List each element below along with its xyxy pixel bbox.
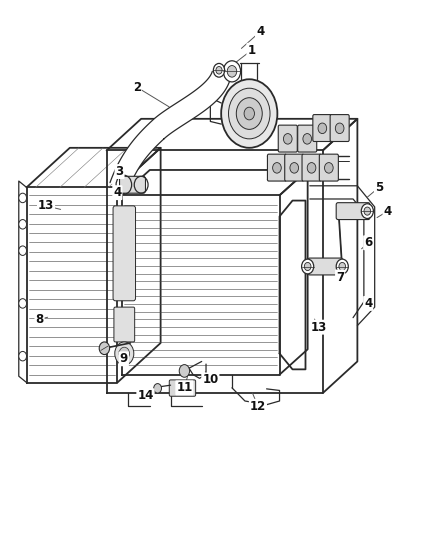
- Circle shape: [290, 163, 299, 173]
- Text: 4: 4: [384, 205, 392, 217]
- FancyBboxPatch shape: [308, 258, 343, 275]
- Text: 3: 3: [116, 165, 124, 178]
- FancyBboxPatch shape: [302, 154, 321, 181]
- Text: 7: 7: [336, 271, 344, 284]
- FancyBboxPatch shape: [330, 115, 349, 141]
- Circle shape: [19, 298, 27, 308]
- Circle shape: [272, 163, 281, 173]
- Text: 2: 2: [133, 80, 141, 94]
- Circle shape: [302, 259, 314, 274]
- Circle shape: [361, 204, 373, 219]
- Text: 11: 11: [176, 381, 193, 394]
- Text: 12: 12: [250, 400, 266, 413]
- Circle shape: [179, 365, 190, 377]
- Polygon shape: [110, 71, 230, 192]
- Text: 6: 6: [364, 236, 372, 249]
- FancyBboxPatch shape: [169, 380, 196, 396]
- Text: 9: 9: [120, 352, 128, 365]
- Circle shape: [115, 342, 134, 365]
- Circle shape: [227, 66, 237, 77]
- FancyBboxPatch shape: [298, 125, 317, 152]
- FancyBboxPatch shape: [278, 125, 297, 152]
- FancyBboxPatch shape: [313, 115, 332, 141]
- Circle shape: [236, 98, 262, 130]
- Circle shape: [154, 384, 162, 393]
- Circle shape: [119, 347, 130, 360]
- Circle shape: [213, 63, 225, 77]
- Text: 4: 4: [256, 25, 264, 38]
- FancyBboxPatch shape: [268, 154, 286, 181]
- FancyBboxPatch shape: [114, 307, 134, 342]
- Text: 14: 14: [137, 389, 154, 402]
- Text: 8: 8: [35, 313, 44, 326]
- Circle shape: [325, 163, 333, 173]
- Text: 5: 5: [375, 181, 383, 194]
- Circle shape: [244, 107, 254, 120]
- Circle shape: [318, 123, 327, 134]
- FancyBboxPatch shape: [285, 154, 304, 181]
- Circle shape: [19, 246, 27, 255]
- Text: 10: 10: [202, 374, 219, 386]
- Text: 4: 4: [364, 297, 372, 310]
- Circle shape: [223, 61, 240, 82]
- Text: 13: 13: [311, 321, 327, 334]
- Circle shape: [307, 163, 316, 173]
- Circle shape: [19, 351, 27, 361]
- Circle shape: [283, 134, 292, 144]
- Circle shape: [304, 262, 311, 271]
- FancyBboxPatch shape: [336, 203, 370, 220]
- Circle shape: [336, 259, 348, 274]
- Text: 13: 13: [38, 199, 54, 212]
- Circle shape: [364, 207, 371, 215]
- Text: 4: 4: [113, 186, 121, 199]
- Circle shape: [19, 193, 27, 203]
- Circle shape: [229, 88, 270, 139]
- FancyBboxPatch shape: [319, 154, 338, 181]
- Circle shape: [99, 342, 110, 354]
- Circle shape: [303, 134, 311, 144]
- FancyBboxPatch shape: [113, 206, 135, 301]
- Circle shape: [336, 123, 344, 134]
- Circle shape: [339, 262, 346, 271]
- Circle shape: [19, 220, 27, 229]
- Text: 1: 1: [247, 44, 255, 56]
- Circle shape: [216, 67, 222, 74]
- FancyBboxPatch shape: [120, 176, 145, 193]
- Circle shape: [221, 79, 277, 148]
